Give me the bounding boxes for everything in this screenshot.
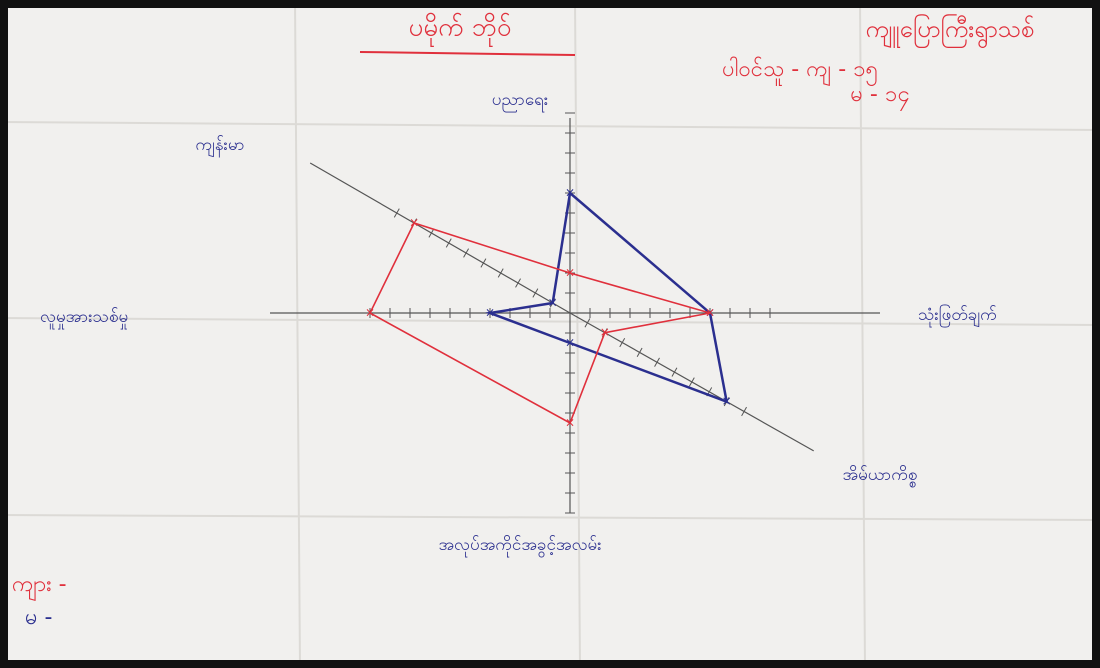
axis-label: လူမှုအားသစ်မှု: [40, 307, 128, 330]
axis-label: ပညာရေး: [492, 90, 548, 113]
tick-mark: [688, 377, 695, 387]
tick-mark: [671, 367, 678, 377]
title: ပမိုက် ဘိုဝ်: [408, 12, 511, 48]
tick-mark: [654, 357, 660, 367]
tick-mark: [428, 228, 435, 238]
tick-mark: [393, 208, 400, 218]
annotation: ပါဝင်သူ - ကျ - ၁၅: [722, 56, 878, 86]
tick-mark: [515, 278, 521, 288]
tick-mark: [741, 406, 747, 417]
tick-mark: [584, 318, 591, 328]
point-marker: ×: [565, 336, 575, 350]
point-marker: ×: [705, 306, 715, 320]
point-marker: ×: [485, 306, 495, 320]
tick-mark: [532, 288, 539, 298]
point-marker: ×: [565, 416, 575, 430]
tick-mark: [445, 238, 452, 248]
legend-label: ကျား -: [12, 572, 67, 601]
axis-label: သုံးဖြတ်ချက်: [918, 303, 997, 328]
axis-label: အိမ်ယာကိစ္စ: [842, 465, 917, 488]
point-marker: ×: [565, 186, 575, 200]
tick-mark: [463, 248, 470, 258]
point-marker: ×: [548, 296, 558, 310]
series-shape: [368, 222, 711, 425]
tick-mark: [636, 347, 643, 357]
axis-label: အလုပ်အကိုင်အခွင့်အလမ်း: [438, 535, 601, 558]
point-marker: ×: [365, 306, 375, 320]
legend-label: မ -: [25, 605, 53, 630]
point-marker: ×: [409, 216, 419, 230]
tick-mark: [619, 337, 626, 348]
point-marker: ×: [600, 325, 610, 339]
title-underline: [359, 51, 576, 56]
axis-label: ကျန်းမာ: [195, 135, 244, 158]
axis-line: [309, 162, 571, 314]
point-marker: ×: [722, 394, 732, 408]
point-marker: ×: [565, 266, 575, 280]
tick-mark: [497, 268, 504, 278]
annotation: မ - ၁၄: [850, 82, 909, 111]
tick-mark: [480, 258, 487, 268]
